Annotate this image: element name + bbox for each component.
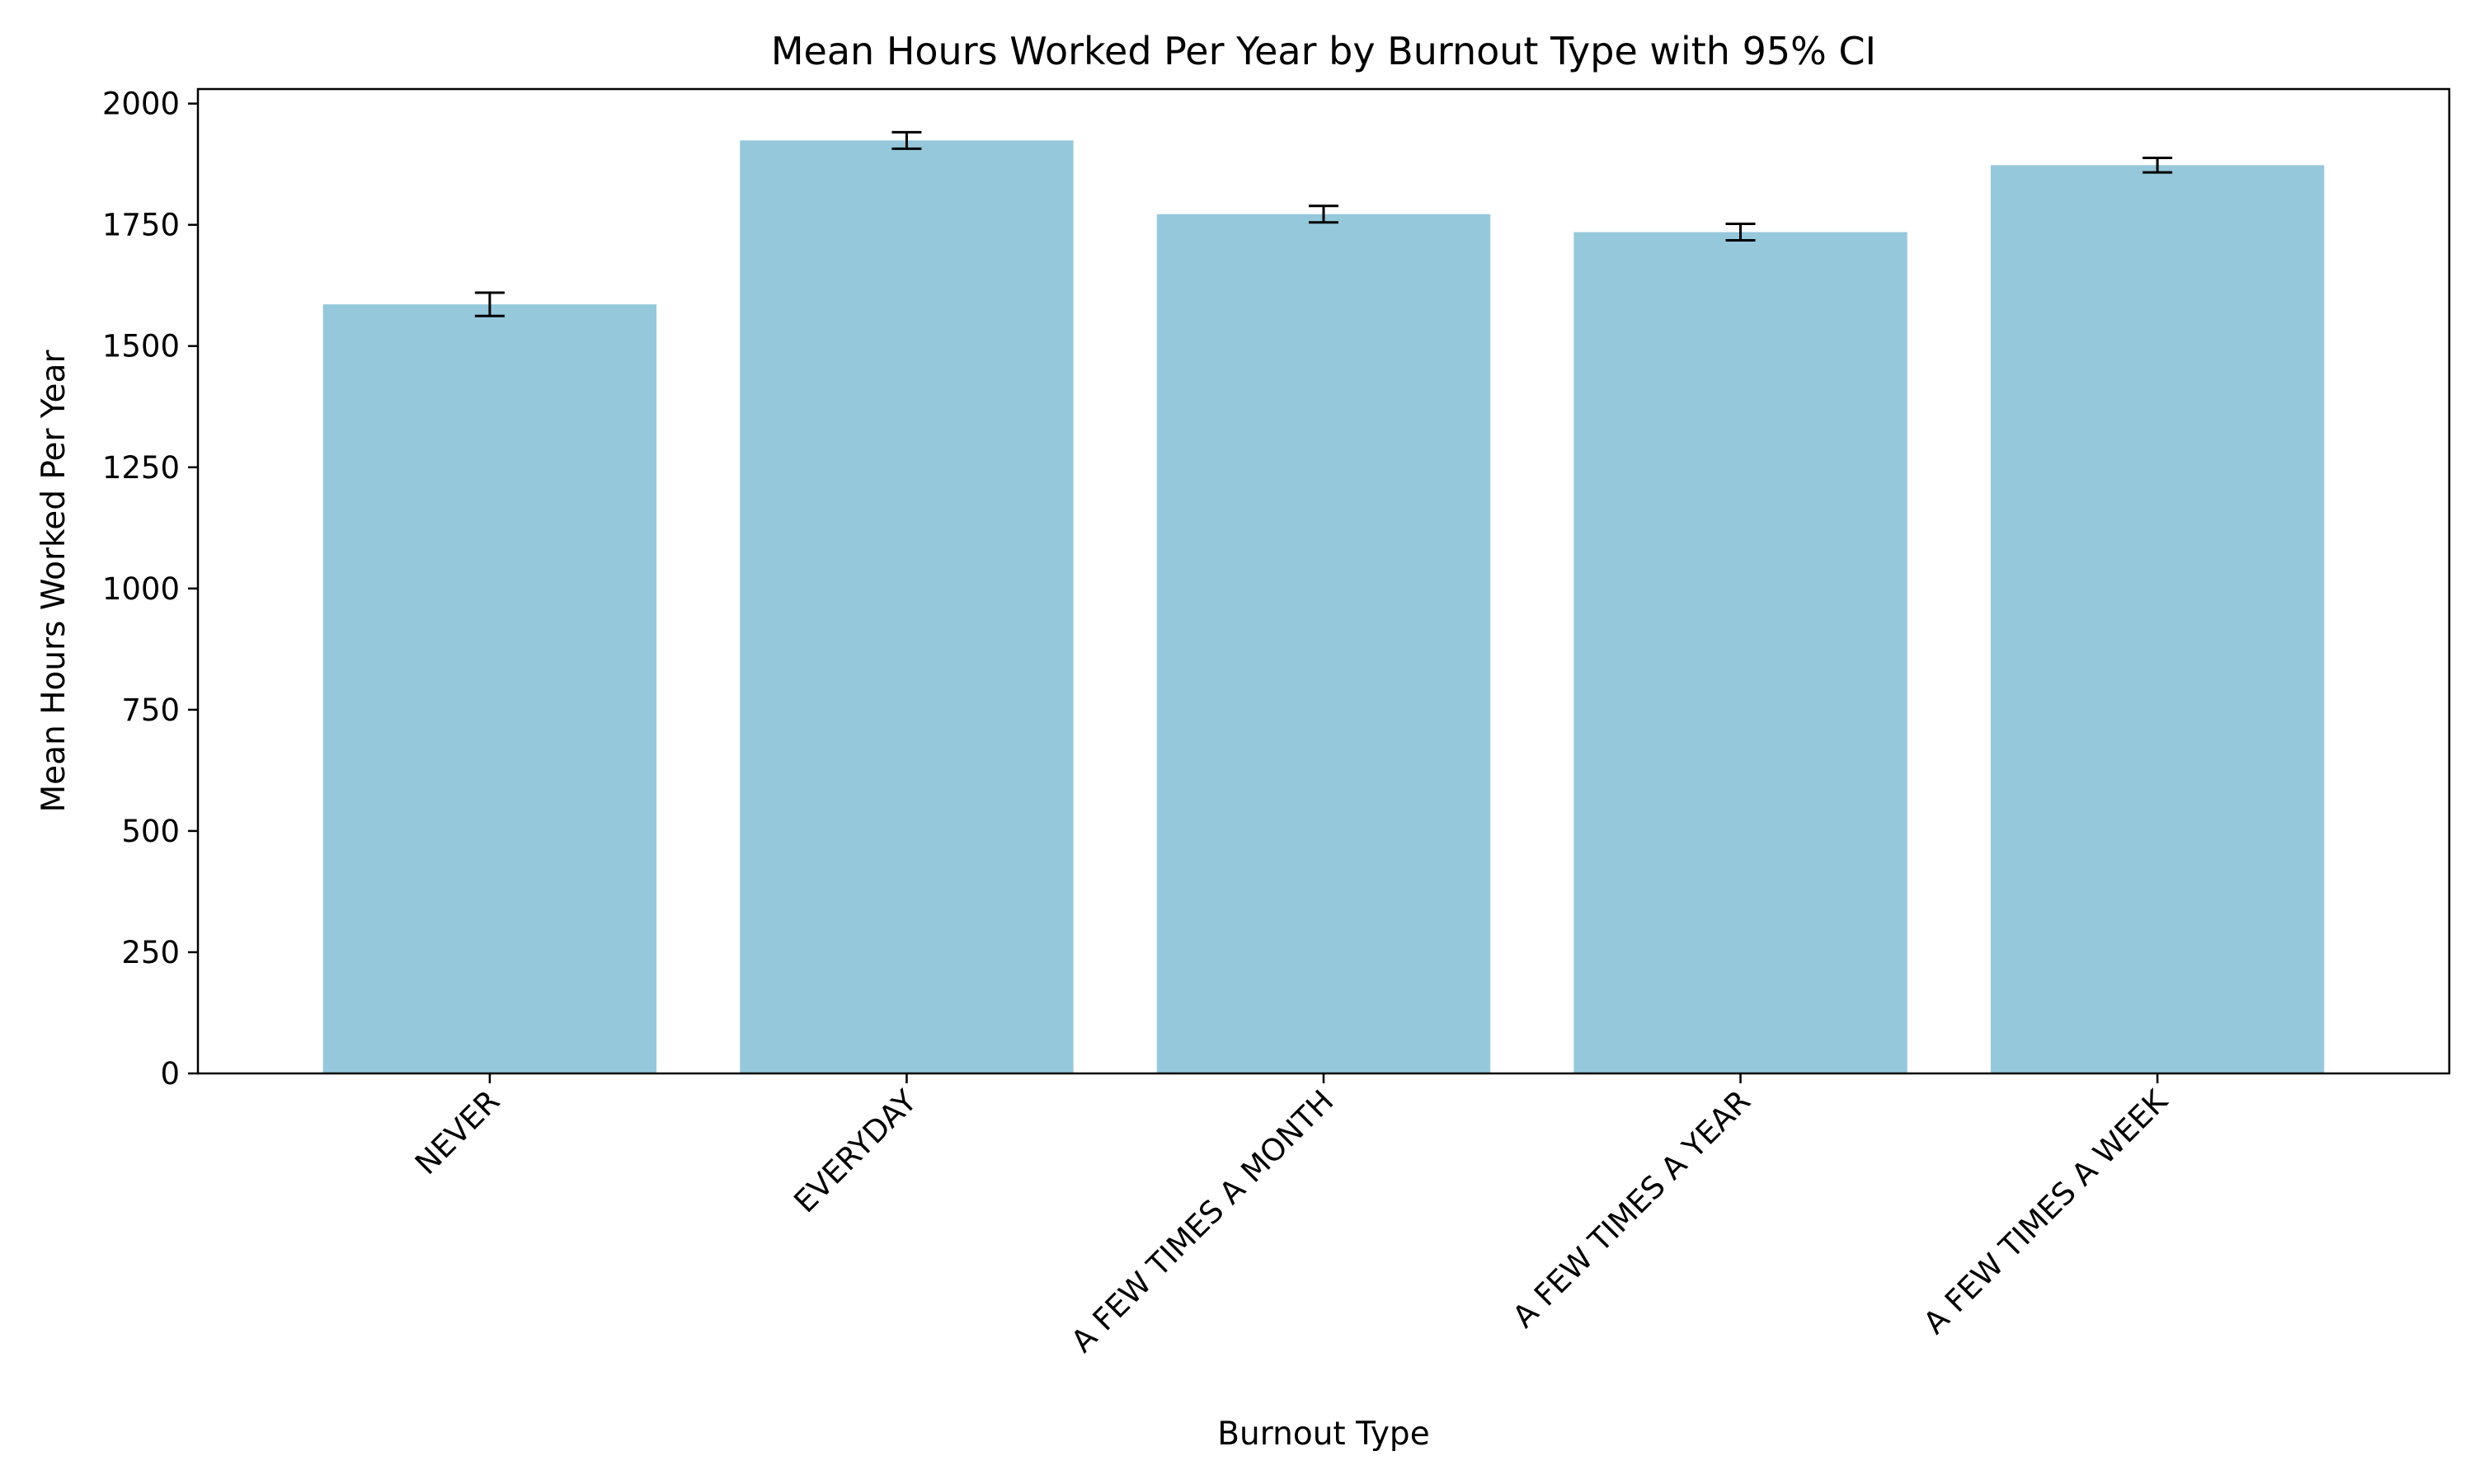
error-bar — [474, 291, 505, 317]
y-tick-label: 250 — [121, 935, 180, 970]
y-axis: 0 250 500 750 1000 1250 1500 1750 2000 — [102, 87, 198, 1092]
y-tick-label: 750 — [121, 693, 180, 728]
y-tick-label: 1750 — [102, 208, 180, 243]
x-tick-label: EVERYDAY — [787, 1083, 924, 1220]
y-tick-label: 1250 — [102, 450, 180, 486]
x-tick-label: A FEW TIMES A WEEK — [1917, 1082, 2175, 1341]
error-bar — [1725, 223, 1756, 242]
y-tick-label: 2000 — [102, 87, 180, 122]
bar — [322, 304, 657, 1073]
chart-title: Mean Hours Worked Per Year by Burnout Ty… — [771, 29, 1876, 73]
y-tick-label: 1500 — [102, 329, 180, 364]
bar — [1573, 232, 1907, 1073]
x-tick-label: A FEW TIMES A YEAR — [1506, 1083, 1757, 1335]
y-tick-label: 0 — [160, 1056, 180, 1092]
bar — [740, 140, 1074, 1073]
y-axis-label: Mean Hours Worked Per Year — [35, 350, 73, 813]
error-bar — [1309, 204, 1338, 224]
error-bar — [2142, 157, 2173, 174]
y-tick-label: 500 — [121, 814, 180, 849]
bars-layer — [322, 140, 2325, 1073]
errorbars-layer — [474, 130, 2173, 317]
bar — [1156, 214, 1491, 1073]
x-axis: NEVER EVERYDAY A FEW TIMES A MONTH A FEW TI… — [408, 1073, 2175, 1360]
x-tick-label: A FEW TIMES A MONTH — [1065, 1083, 1341, 1360]
error-bar — [891, 130, 922, 150]
y-tick-label: 1000 — [102, 571, 180, 607]
x-axis-label: Burnout Type — [1217, 1416, 1429, 1453]
x-tick-label: NEVER — [408, 1083, 506, 1181]
bar — [1990, 165, 2325, 1073]
